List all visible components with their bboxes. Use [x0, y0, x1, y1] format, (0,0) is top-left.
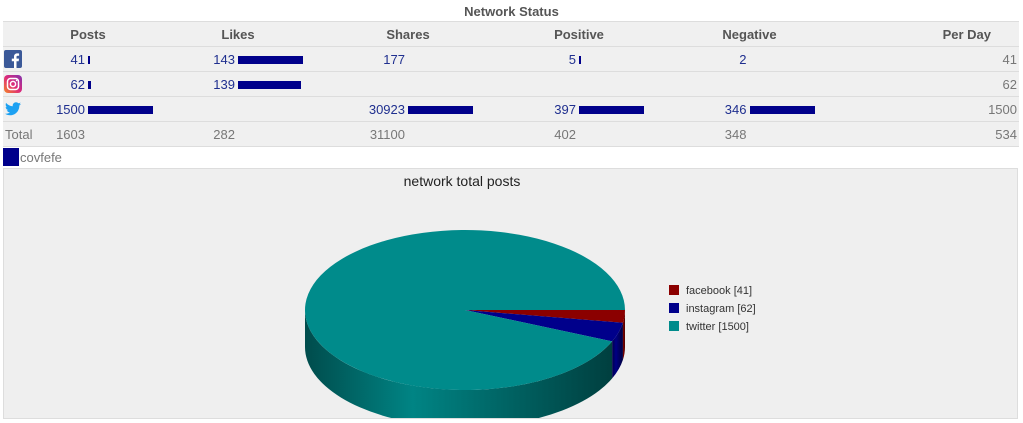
pie-slice-twitter[interactable] [305, 229, 625, 390]
chart-title: network total posts [404, 173, 521, 189]
twitter-per-day-value: 1500 [834, 96, 1019, 122]
series-swatch [3, 148, 19, 166]
facebook-positive-value: 5 [568, 51, 576, 67]
twitter-shares-value: 30923 [368, 101, 405, 117]
facebook-likes-bar [238, 56, 303, 65]
page-title: Network Status [464, 4, 559, 19]
legend-swatch-instagram [669, 303, 679, 313]
instagram-per-day-value: 62 [834, 71, 1019, 97]
twitter-positive-value: 397 [554, 101, 576, 117]
twitter-posts-bar [88, 106, 153, 115]
instagram-posts-value: 62 [70, 76, 85, 92]
facebook-likes-value: 143 [213, 51, 235, 67]
table-row-instagram: 62 139 62 [3, 71, 1019, 97]
facebook-per-day-value: 41 [834, 46, 1019, 72]
total-label: Total [3, 121, 32, 147]
pie-side-instagram [612, 322, 623, 379]
column-header-negative[interactable]: Negative [665, 21, 834, 47]
twitter-negative-bar [749, 106, 815, 115]
network-status-table: Posts Likes Shares Positive Negative Per… [3, 21, 1019, 147]
instagram-posts-bar [88, 81, 91, 90]
total-shares: 31100 [369, 126, 405, 142]
twitter-negative-value: 346 [724, 101, 747, 117]
column-header-positive[interactable]: Positive [493, 21, 665, 47]
legend-label-twitter[interactable]: twitter [1500] [686, 321, 749, 333]
pie-side-walls [305, 310, 625, 418]
total-negative: 348 [724, 126, 747, 142]
total-posts: 1603 [56, 126, 85, 142]
column-header-shares[interactable]: Shares [323, 21, 493, 47]
column-header-likes[interactable]: Likes [153, 21, 323, 47]
total-likes: 282 [213, 126, 235, 142]
pie-chart-panel: network total posts facebook [41] instagra… [3, 168, 1018, 419]
icon-column-header [3, 21, 23, 47]
pie-chart: network total posts facebook [41] instagra… [305, 173, 756, 418]
twitter-positive-bar [579, 106, 644, 115]
legend-label-instagram[interactable]: instagram [62] [686, 303, 756, 315]
pie-slice-instagram[interactable] [465, 310, 623, 342]
series-legend-chip[interactable]: covfefe [3, 148, 62, 166]
pie-side-facebook [622, 310, 625, 360]
column-header-per-day[interactable]: Per Day [834, 21, 1019, 47]
pie-slice-facebook[interactable] [465, 310, 625, 323]
instagram-icon[interactable] [4, 75, 22, 93]
facebook-icon[interactable] [4, 50, 22, 68]
table-row-twitter: 1500 30923 397 346 1500 [3, 96, 1019, 122]
facebook-shares-value: 177 [383, 51, 405, 67]
twitter-posts-value: 1500 [56, 101, 85, 117]
table-header-row: Posts Likes Shares Positive Negative Per… [3, 21, 1019, 47]
instagram-likes-bar [238, 81, 301, 90]
total-positive: 402 [554, 126, 576, 142]
pie-side-twitter [305, 310, 613, 418]
total-row: Total 1603 282 31100 402 348 534 [3, 121, 1019, 147]
facebook-negative-value: 2 [739, 51, 747, 67]
facebook-posts-bar [88, 56, 90, 65]
facebook-positive-bar [579, 56, 581, 65]
instagram-likes-value: 139 [213, 76, 235, 92]
column-header-posts[interactable]: Posts [23, 21, 153, 47]
table-row-facebook: 41 143 177 5 2 41 [3, 46, 1019, 72]
legend-swatch-twitter [669, 321, 679, 331]
facebook-posts-value: 41 [70, 51, 85, 67]
legend-label-facebook[interactable]: facebook [41] [686, 285, 752, 297]
series-label: covfefe [20, 149, 62, 165]
twitter-icon[interactable] [4, 100, 22, 118]
twitter-shares-bar [408, 106, 473, 115]
legend-swatch-facebook [669, 285, 679, 295]
total-per-day: 534 [834, 121, 1019, 147]
